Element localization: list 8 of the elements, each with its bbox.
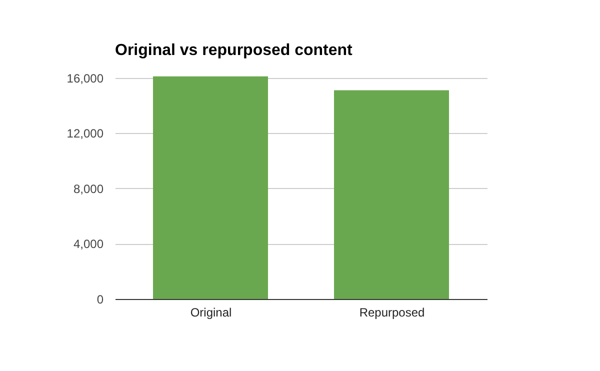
y-tick-label: 8,000	[73, 182, 104, 196]
x-tick-label: Original	[190, 306, 232, 320]
y-tick-label: 16,000	[66, 71, 104, 86]
chart-title: Original vs repurposed content	[115, 42, 354, 59]
x-tick-label: Repurposed	[359, 306, 425, 320]
y-tick-label: 0	[96, 292, 104, 306]
y-tick-label: 12,000	[66, 126, 104, 141]
y-tick-label: 4,000	[73, 237, 104, 252]
